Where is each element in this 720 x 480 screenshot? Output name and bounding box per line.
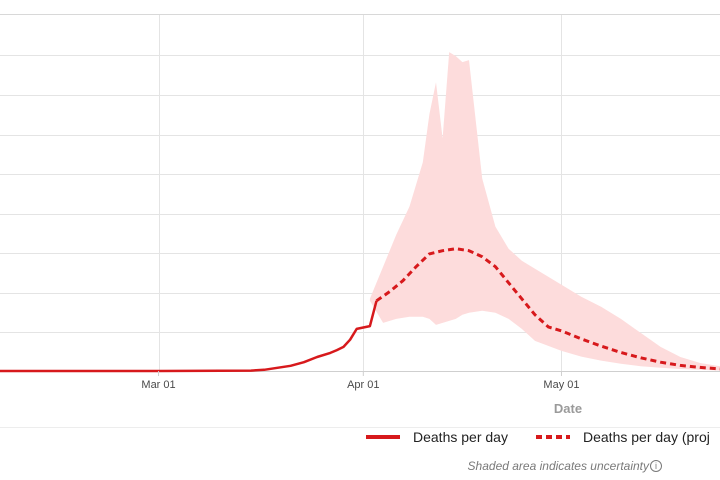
x-tick-label: Mar 01 — [141, 379, 175, 391]
legend-label-projected: Deaths per day (proj — [583, 429, 710, 445]
series-line-actual — [0, 300, 378, 373]
x-axis-title: Date — [554, 401, 582, 416]
x-tick-label: Apr 01 — [347, 379, 379, 391]
legend-item-actual[interactable]: Deaths per day — [366, 429, 508, 445]
uncertainty-note-text: Shaded area indicates uncertainty — [468, 459, 650, 473]
x-tick-labels: Mar 01 Apr 01 May 01 — [141, 371, 580, 391]
uncertainty-band — [369, 52, 720, 371]
uncertainty-band-layer — [369, 52, 720, 371]
svg-text:i: i — [655, 461, 657, 471]
x-tick-label: May 01 — [543, 379, 579, 391]
legend-label-actual: Deaths per day — [413, 429, 508, 445]
legend-item-projected[interactable]: Deaths per day (proj — [536, 429, 710, 445]
series-layer — [0, 247, 720, 373]
info-icon[interactable]: i — [650, 460, 662, 472]
legend: Deaths per day Deaths per day (proj — [366, 429, 710, 445]
series-line-projected — [375, 247, 720, 371]
grid — [0, 15, 720, 372]
uncertainty-note: Shaded area indicates uncertainty i — [468, 459, 662, 473]
